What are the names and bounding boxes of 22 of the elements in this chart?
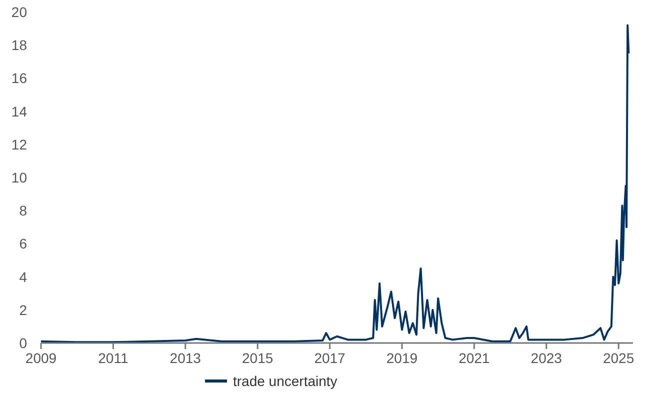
x-tick-label: 2015 [242, 350, 274, 366]
legend-label: trade uncertainty [233, 373, 338, 389]
x-tick-label: 2017 [314, 350, 346, 366]
y-tick-label: 6 [19, 236, 28, 252]
y-tick-label: 2 [19, 302, 28, 318]
y-tick-label: 0 [19, 335, 28, 351]
x-tick-label: 2021 [458, 350, 490, 366]
y-tick-label: 4 [19, 268, 28, 285]
x-tick-label: 2019 [386, 350, 418, 366]
x-tick-label: 2025 [602, 350, 634, 366]
line-series [40, 24, 630, 344]
y-tick-label: 18 [11, 37, 28, 54]
x-tick-label: 2009 [25, 350, 57, 366]
y-tick-label: 20 [11, 4, 28, 20]
y-tick-label: 8 [19, 202, 28, 219]
y-tick-label: 16 [11, 70, 28, 86]
x-tick-label: 2011 [98, 350, 128, 366]
y-tick-label: 10 [11, 170, 28, 186]
y-tick-label: 12 [11, 136, 28, 152]
y-tick-label: 14 [11, 103, 28, 120]
x-tick-label: 2013 [170, 350, 202, 366]
x-tick-label: 2023 [530, 350, 562, 366]
